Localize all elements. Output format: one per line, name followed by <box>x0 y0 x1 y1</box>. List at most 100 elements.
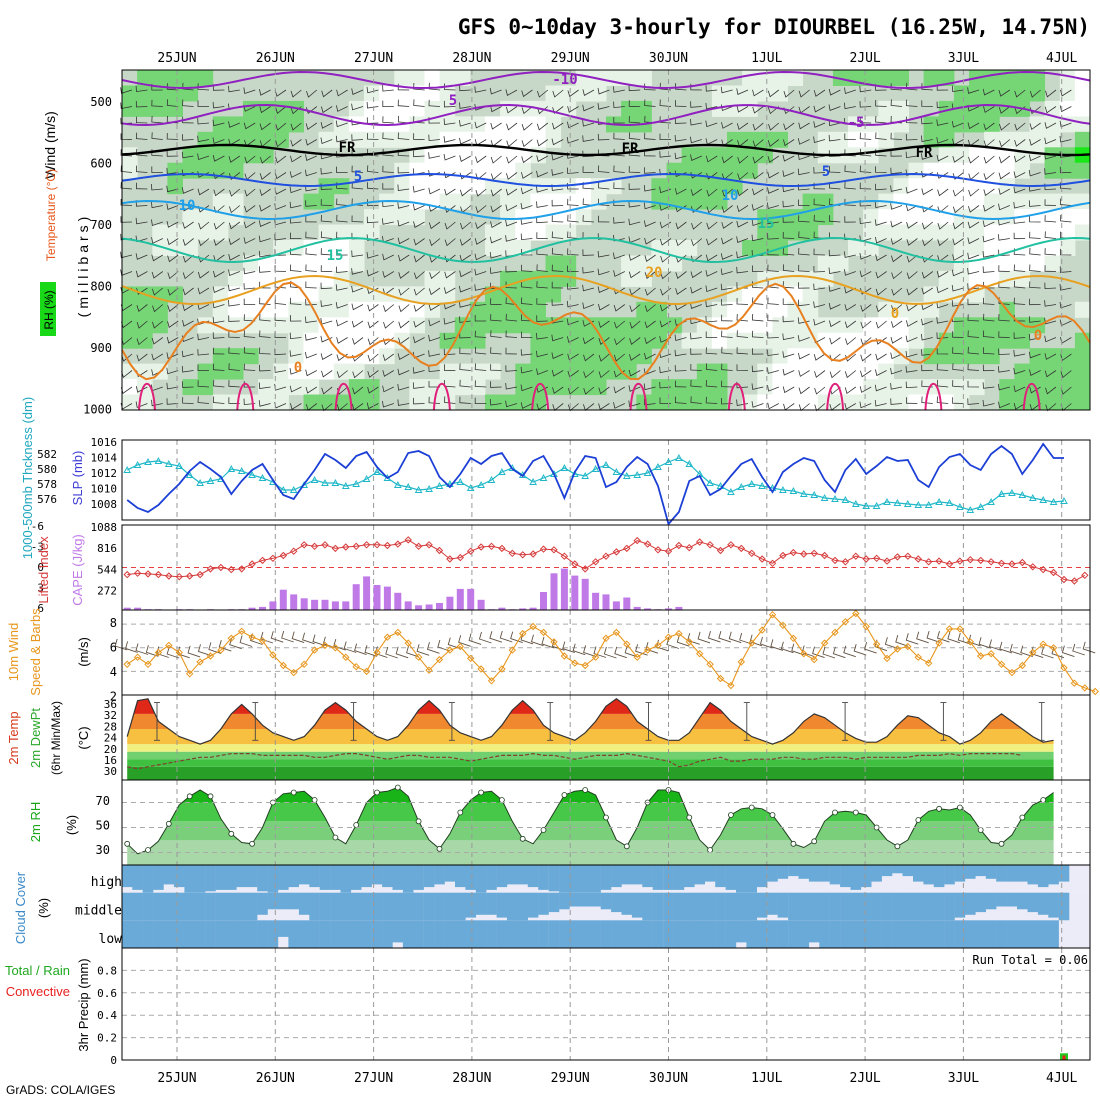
rh-cell <box>1014 85 1030 102</box>
upper-wind-barb <box>1029 247 1041 256</box>
cloud-bar <box>1048 865 1059 885</box>
upper-wind-barb <box>890 167 903 175</box>
wind-speed-point <box>841 618 850 626</box>
upper-wind-barb <box>1029 298 1041 306</box>
rh-cell <box>379 348 395 365</box>
upper-wind-barb <box>659 221 672 229</box>
upper-wind-barb <box>428 304 441 311</box>
lifted-index-point <box>820 551 829 560</box>
upper-wind-barb <box>768 106 780 115</box>
cloud-bar <box>298 865 310 885</box>
upper-wind-barb <box>383 320 395 329</box>
upper-wind-barb <box>720 283 733 291</box>
upper-wind-barb <box>166 398 179 405</box>
rh-cell <box>984 147 1000 164</box>
upper-wind-barb <box>444 254 456 263</box>
lifted-index-point <box>623 544 631 553</box>
rh-cell <box>515 162 531 179</box>
rh-cell <box>515 270 531 287</box>
rh-cell <box>923 162 940 179</box>
rh-cell <box>878 363 894 380</box>
cloud-bar <box>798 865 810 879</box>
upper-wind-barb <box>721 155 733 164</box>
rh-cell <box>832 379 849 396</box>
cloud-bar <box>278 865 289 890</box>
rh-cell <box>212 301 229 318</box>
upper-wind-barb <box>983 122 995 131</box>
rh-cell <box>197 363 214 380</box>
wind-barb <box>739 632 752 645</box>
upper-wind-barb <box>413 287 425 296</box>
lifted-index-point <box>789 548 798 557</box>
thickness-point <box>414 485 423 493</box>
wind-speed-point <box>154 648 163 657</box>
thickness-point <box>1039 495 1048 503</box>
upper-wind-barb <box>275 106 287 114</box>
upper-wind-barb <box>212 332 225 339</box>
lifted-index-point <box>154 570 163 579</box>
upper-wind-barb <box>351 88 364 95</box>
pressure-tick: 500 <box>90 95 112 109</box>
rh-cell <box>802 363 819 380</box>
upper-wind-barb <box>613 270 625 277</box>
upper-wind-barb <box>335 135 348 143</box>
rh-cell <box>711 332 728 349</box>
upper-wind-barb <box>998 383 1010 391</box>
upper-wind-barb <box>259 172 271 180</box>
rh-cell <box>984 317 1000 334</box>
wind-speed-point <box>1018 661 1027 670</box>
cloud-bar <box>881 865 893 877</box>
cape-bar <box>550 573 558 610</box>
thickness-point <box>477 480 485 488</box>
rh-cell <box>500 147 516 164</box>
upper-wind-barb <box>998 218 1010 226</box>
rh-cell <box>485 147 501 164</box>
upper-wind-barb <box>751 219 764 227</box>
upper-wind-barb <box>644 271 656 279</box>
minmax-bar <box>448 702 455 741</box>
rh-cell <box>727 332 743 349</box>
upper-wind-barb <box>397 384 410 391</box>
upper-wind-barb <box>921 153 933 160</box>
thickness-point <box>924 500 933 508</box>
upper-wind-barb <box>490 221 502 229</box>
label-lifted-index: Lifted Index <box>36 536 51 604</box>
upper-wind-barb <box>166 221 179 228</box>
minmax-bar <box>743 702 750 741</box>
wind-speed-point <box>675 629 683 638</box>
cloud-bar <box>965 920 976 948</box>
contour-label: 5 <box>822 164 830 180</box>
rh-point <box>374 789 380 796</box>
rh-cell <box>938 116 955 133</box>
rh-cell <box>122 85 138 102</box>
upper-wind-barb <box>583 370 595 379</box>
rh-cell <box>530 332 546 349</box>
upper-wind-barb <box>151 115 163 124</box>
lifted-index-point <box>498 544 506 553</box>
upper-wind-barb <box>844 251 856 258</box>
upper-wind-barb <box>1013 217 1026 224</box>
upper-wind-barb <box>521 249 533 256</box>
wind-barb <box>957 632 971 645</box>
upper-wind-barb <box>181 187 194 194</box>
upper-wind-barb <box>1059 135 1072 143</box>
upper-wind-barb <box>428 365 441 373</box>
upper-wind-barb <box>813 198 826 206</box>
upper-wind-barb <box>1029 122 1041 131</box>
upper-wind-barb <box>859 148 872 157</box>
upper-wind-barb <box>460 221 472 230</box>
wind-speed-point <box>602 634 610 643</box>
thickness-point <box>258 473 267 481</box>
rh-cell <box>212 116 229 133</box>
upper-wind-barb <box>537 89 549 98</box>
rh-cell <box>1044 363 1061 380</box>
cloud-bar <box>153 865 164 890</box>
upper-wind-barb <box>305 264 317 272</box>
upper-wind-barb <box>998 314 1010 322</box>
thickness-point <box>196 478 204 486</box>
day-label-bottom: 29JUN <box>551 1071 590 1086</box>
upper-wind-barb <box>259 122 271 131</box>
rh-cell <box>575 317 592 334</box>
upper-wind-barb <box>767 139 780 147</box>
rh-cell <box>772 131 788 148</box>
